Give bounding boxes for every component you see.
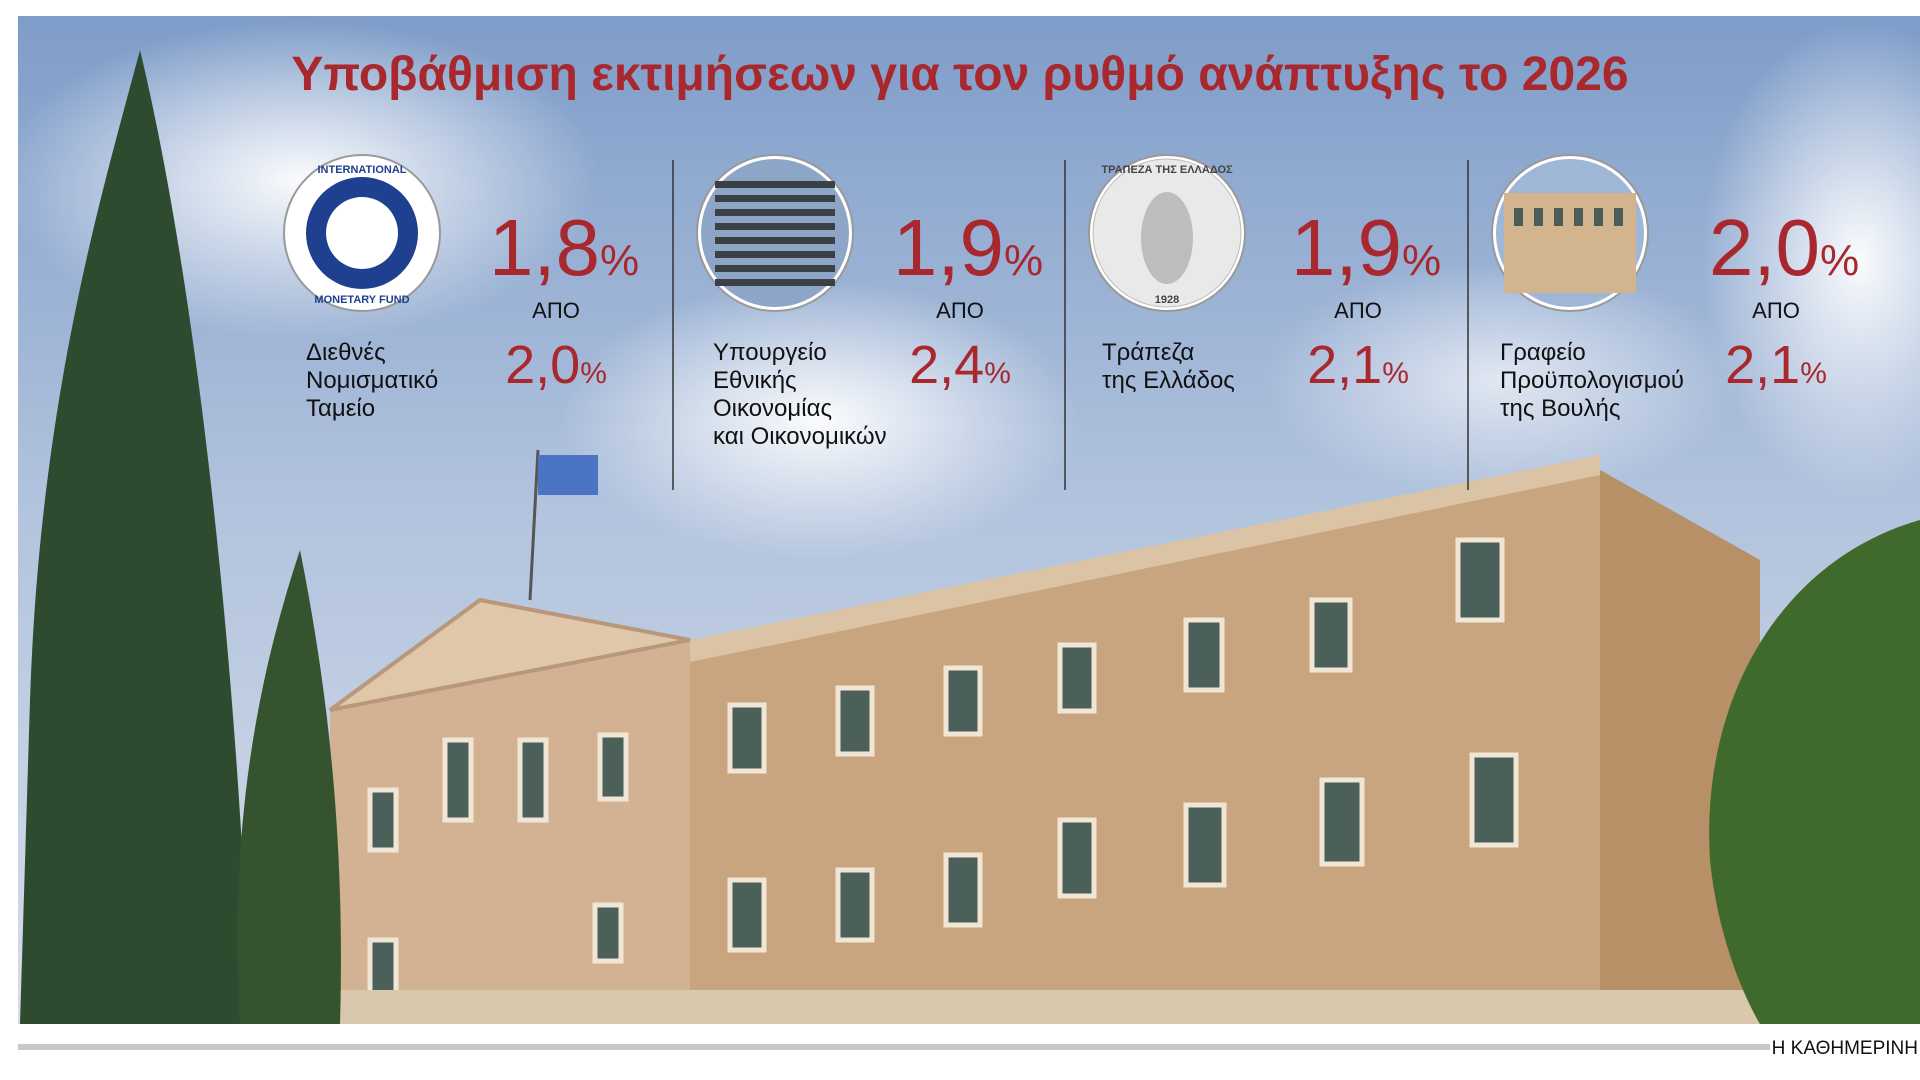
new-forecast: 1,9% [893,203,1043,292]
items: INTERNATIONAL MONETARY FUND ΔιεθνέςΝομισμα… [283,154,1859,490]
old-value: 2,0 [505,335,580,395]
old-unit: % [984,357,1011,390]
logo-text: MONETARY FUND [314,294,409,306]
logo-globe [326,197,398,269]
agency-name: Οικονομίας [713,395,832,422]
logo-window [1514,208,1523,226]
agency-name: Εθνικής [713,367,797,394]
old-forecast: 2,1% [1725,335,1827,395]
from-label: ΑΠΟ [1752,298,1800,323]
agency-name: Ταμείο [306,395,375,422]
old-value: 2,4 [909,335,984,395]
agency-name: Διεθνές [306,339,386,366]
new-unit: % [1820,236,1859,285]
logo-window [1594,208,1603,226]
from-label: ΑΠΟ [532,298,580,323]
logo-text: 1928 [1155,294,1179,306]
new-forecast: 2,0% [1709,203,1859,292]
logo-floor [715,279,835,286]
from-label: ΑΠΟ [936,298,984,323]
new-forecast: 1,8% [489,203,639,292]
background-photo [0,16,1920,1024]
agency-name: και Οικονομικών [713,423,887,450]
agency-name: Προϋπολογισμού [1500,367,1684,394]
logo-window [1614,208,1623,226]
old-value: 2,1 [1307,335,1382,395]
logo-text: ΤΡΑΠΕΖΑ ΤΗΣ ΕΛΛΑΔΟΣ [1101,164,1233,176]
from-label: ΑΠΟ [1334,298,1382,323]
logo-floor [715,181,835,188]
footer-rule [18,1044,1770,1050]
old-unit: % [1382,357,1409,390]
logo-figure [1141,192,1193,284]
new-value: 1,9 [1291,203,1402,292]
logo-text: INTERNATIONAL [317,164,406,176]
new-value: 1,9 [893,203,1004,292]
title: Υποβάθμιση εκτιμήσεων για τον ρυθμό ανάπ… [291,48,1628,101]
agency-name: της Ελλάδος [1102,367,1235,394]
old-unit: % [1800,357,1827,390]
agency-name: της Βουλής [1500,395,1620,422]
new-unit: % [1402,236,1441,285]
logo-floor [715,251,835,258]
old-forecast: 2,1% [1307,335,1409,395]
old-value: 2,1 [1725,335,1800,395]
agency-name: Γραφείο [1500,339,1586,366]
logo-floor [715,195,835,202]
logo-window [1554,208,1563,226]
logo-floor [715,209,835,216]
old-forecast: 2,4% [909,335,1011,395]
logo-window [1534,208,1543,226]
new-unit: % [600,236,639,285]
logo-floor [715,223,835,230]
agency-panel: INTERNATIONAL MONETARY FUND ΔιεθνέςΝομισμα… [283,154,639,422]
logo-floor [715,265,835,272]
agency-name: Τράπεζα [1102,339,1194,366]
new-value: 2,0 [1709,203,1820,292]
new-unit: % [1004,236,1043,285]
logo-floor [715,237,835,244]
new-value: 1,8 [489,203,600,292]
logo-window [1574,208,1583,226]
old-unit: % [580,357,607,390]
agency-name: Υπουργείο [713,339,827,366]
new-forecast: 1,9% [1291,203,1441,292]
agency-name: Νομισματικό [306,367,438,394]
old-forecast: 2,0% [505,335,607,395]
credit: Η ΚΑΘΗΜΕΡΙΝΗ [1772,1038,1918,1059]
